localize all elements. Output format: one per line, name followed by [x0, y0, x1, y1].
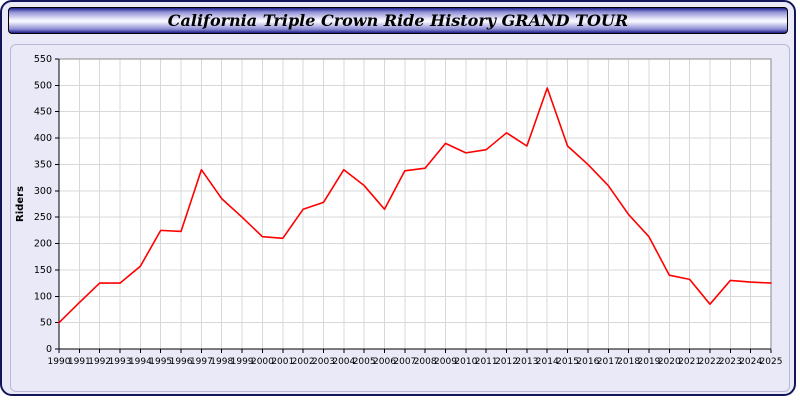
x-tick-label: 2024: [739, 357, 762, 367]
x-tick-label: 1995: [149, 357, 172, 367]
x-tick-label: 2022: [699, 357, 722, 367]
x-tick-label: 2018: [617, 357, 640, 367]
x-tick-label: 2016: [576, 357, 599, 367]
x-tick-label: 1994: [129, 357, 152, 367]
x-tick-label: 2001: [271, 357, 294, 367]
x-tick-label: 2011: [475, 357, 498, 367]
x-tick-label: 2006: [373, 357, 396, 367]
x-tick-label: 2013: [515, 357, 538, 367]
x-tick-label: 1998: [210, 357, 233, 367]
y-tick-label: 350: [34, 159, 52, 170]
x-tick-label: 2010: [454, 357, 477, 367]
x-tick-label: 2004: [332, 357, 355, 367]
chart-title: California Triple Crown Ride History GRA…: [8, 7, 788, 34]
x-tick-label: 2019: [637, 357, 660, 367]
x-tick-label: 2020: [658, 357, 681, 367]
y-tick-label: 300: [34, 186, 52, 197]
x-tick-label: 2015: [556, 357, 579, 367]
y-tick-label: 150: [34, 265, 52, 276]
x-tick-label: 2009: [434, 357, 457, 367]
x-tick-label: 1993: [109, 357, 132, 367]
line-chart: 0501001502002503003504004505005501990199…: [15, 54, 783, 367]
y-tick-label: 50: [40, 318, 52, 329]
chart-panel: 0 50 100 150 200 250 300 350 400 450 500 550 1990 199…: [10, 44, 790, 392]
x-tick-label: 2025: [760, 357, 783, 367]
x-tick-label: 1997: [190, 357, 213, 367]
y-tick-label: 200: [34, 239, 52, 250]
data-line-riders: [58, 87, 772, 324]
y-axis-label: Riders: [15, 186, 26, 222]
y-tick-label: 0: [46, 344, 52, 355]
x-tick-label: 2008: [414, 357, 437, 367]
x-tick-label: 1990: [48, 357, 71, 367]
x-tick-label: 1999: [231, 357, 254, 367]
x-tick-label: 2005: [353, 357, 376, 367]
y-tick-label: 500: [34, 80, 52, 91]
x-tick-label: 2007: [393, 357, 416, 367]
x-tick-label: 2023: [719, 357, 742, 367]
y-tick-label: 450: [34, 107, 52, 118]
x-tick-label: 1996: [170, 357, 193, 367]
y-tick-label: 100: [34, 291, 52, 302]
x-tick-label: 2017: [597, 357, 620, 367]
x-tick-label: 1991: [68, 357, 91, 367]
x-tick-label: 2002: [292, 357, 315, 367]
y-tick-label: 250: [34, 212, 52, 223]
plot-area: [59, 59, 771, 349]
x-tick-label: 2003: [312, 357, 335, 367]
y-tick-label: 400: [34, 133, 52, 144]
x-tick-label: 2021: [678, 357, 701, 367]
x-tick-label: 1992: [88, 357, 111, 367]
x-tick-label: 2000: [251, 357, 274, 367]
x-tick-label: 2014: [536, 357, 559, 367]
y-tick-label: 550: [34, 54, 52, 65]
x-tick-label: 2012: [495, 357, 518, 367]
